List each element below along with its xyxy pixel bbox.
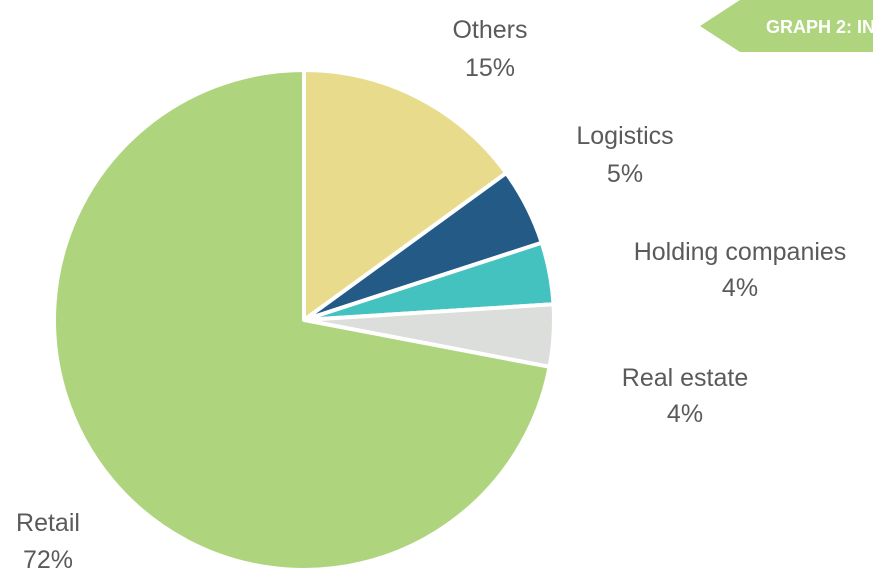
slice-label: Real estate bbox=[622, 364, 748, 392]
slice-value-label: 72% bbox=[23, 546, 73, 574]
slice-label: Retail bbox=[16, 509, 80, 537]
slice-value-label: 4% bbox=[722, 274, 758, 302]
pie bbox=[52, 68, 556, 572]
slice-value-label: 4% bbox=[667, 400, 703, 428]
slice-label: Holding companies bbox=[634, 238, 847, 266]
chart-title: GRAPH 2: IN bbox=[766, 17, 873, 37]
slice-value-label: 15% bbox=[465, 54, 515, 82]
pie-slice bbox=[302, 68, 509, 322]
slice-value-label: 5% bbox=[607, 160, 643, 188]
pie-slice bbox=[52, 68, 552, 572]
slice-label: Others bbox=[452, 16, 527, 44]
slice-label: Logistics bbox=[576, 122, 673, 150]
title-banner bbox=[700, 0, 873, 52]
